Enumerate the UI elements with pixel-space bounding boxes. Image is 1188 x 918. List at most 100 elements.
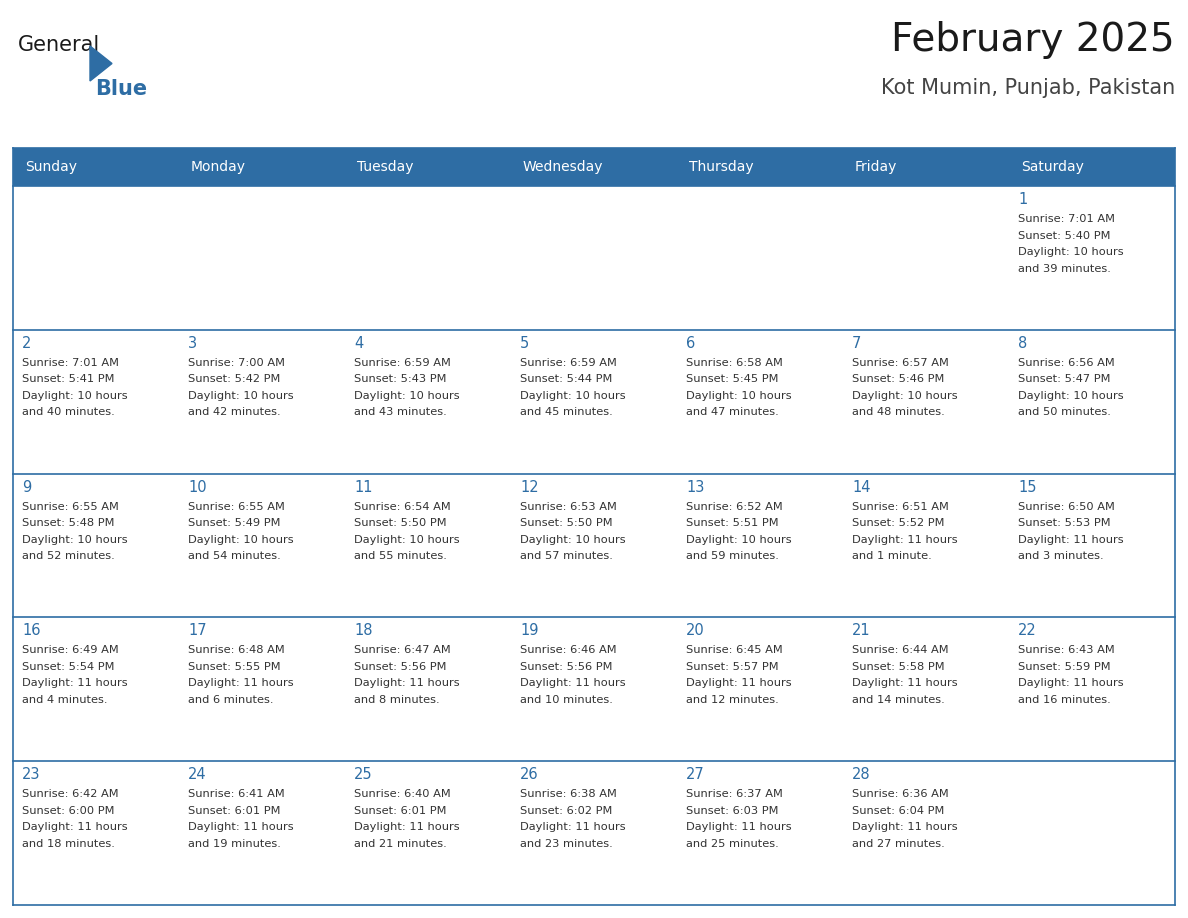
- Text: and 42 minutes.: and 42 minutes.: [188, 408, 280, 418]
- Text: 12: 12: [520, 479, 538, 495]
- Text: Sunset: 5:56 PM: Sunset: 5:56 PM: [354, 662, 447, 672]
- Text: and 21 minutes.: and 21 minutes.: [354, 839, 447, 849]
- Text: Daylight: 11 hours: Daylight: 11 hours: [685, 823, 791, 833]
- Bar: [677, 618, 843, 761]
- Text: Sunset: 5:53 PM: Sunset: 5:53 PM: [1018, 518, 1111, 528]
- Text: 15: 15: [1018, 479, 1036, 495]
- Text: Sunset: 5:59 PM: Sunset: 5:59 PM: [1018, 662, 1111, 672]
- Text: Sunset: 5:47 PM: Sunset: 5:47 PM: [1018, 375, 1111, 385]
- Text: 10: 10: [188, 479, 207, 495]
- Text: Sunrise: 6:58 AM: Sunrise: 6:58 AM: [685, 358, 783, 368]
- Bar: [179, 330, 345, 474]
- Text: Friday: Friday: [855, 160, 897, 174]
- Bar: [511, 761, 677, 905]
- Bar: [1009, 330, 1175, 474]
- Text: and 39 minutes.: and 39 minutes.: [1018, 263, 1111, 274]
- Bar: [1009, 618, 1175, 761]
- Bar: [13, 618, 179, 761]
- Text: Sunrise: 6:40 AM: Sunrise: 6:40 AM: [354, 789, 450, 800]
- Text: Sunset: 5:49 PM: Sunset: 5:49 PM: [188, 518, 280, 528]
- Text: and 23 minutes.: and 23 minutes.: [520, 839, 613, 849]
- Polygon shape: [90, 46, 112, 81]
- Text: Sunset: 6:02 PM: Sunset: 6:02 PM: [520, 806, 612, 816]
- Text: Sunset: 6:00 PM: Sunset: 6:00 PM: [23, 806, 114, 816]
- Text: Daylight: 10 hours: Daylight: 10 hours: [23, 534, 127, 544]
- Bar: [677, 186, 843, 330]
- Text: Sunrise: 6:56 AM: Sunrise: 6:56 AM: [1018, 358, 1114, 368]
- Text: February 2025: February 2025: [891, 21, 1175, 59]
- Bar: [13, 186, 179, 330]
- Bar: [13, 761, 179, 905]
- Text: Daylight: 11 hours: Daylight: 11 hours: [188, 678, 293, 688]
- Text: and 12 minutes.: and 12 minutes.: [685, 695, 779, 705]
- Text: Sunrise: 6:59 AM: Sunrise: 6:59 AM: [354, 358, 451, 368]
- Text: 9: 9: [23, 479, 31, 495]
- Bar: [13, 148, 1175, 186]
- Text: Sunrise: 6:36 AM: Sunrise: 6:36 AM: [852, 789, 949, 800]
- Text: Sunset: 5:45 PM: Sunset: 5:45 PM: [685, 375, 778, 385]
- Text: 27: 27: [685, 767, 704, 782]
- Bar: [179, 474, 345, 618]
- Text: Sunset: 5:42 PM: Sunset: 5:42 PM: [188, 375, 280, 385]
- Text: 18: 18: [354, 623, 373, 638]
- Bar: [1009, 761, 1175, 905]
- Text: Sunrise: 6:54 AM: Sunrise: 6:54 AM: [354, 501, 450, 511]
- Text: Daylight: 11 hours: Daylight: 11 hours: [23, 823, 127, 833]
- Text: 1: 1: [1018, 192, 1028, 207]
- Text: and 47 minutes.: and 47 minutes.: [685, 408, 779, 418]
- Text: Daylight: 11 hours: Daylight: 11 hours: [852, 534, 958, 544]
- Text: Sunrise: 6:57 AM: Sunrise: 6:57 AM: [852, 358, 949, 368]
- Bar: [345, 330, 511, 474]
- Text: Daylight: 10 hours: Daylight: 10 hours: [685, 391, 791, 401]
- Text: 14: 14: [852, 479, 871, 495]
- Text: Daylight: 11 hours: Daylight: 11 hours: [188, 823, 293, 833]
- Text: and 1 minute.: and 1 minute.: [852, 551, 931, 561]
- Bar: [345, 474, 511, 618]
- Text: Saturday: Saturday: [1020, 160, 1083, 174]
- Bar: [179, 761, 345, 905]
- Text: Sunrise: 7:01 AM: Sunrise: 7:01 AM: [1018, 214, 1116, 224]
- Text: and 25 minutes.: and 25 minutes.: [685, 839, 779, 849]
- Text: 28: 28: [852, 767, 871, 782]
- Text: Sunrise: 6:44 AM: Sunrise: 6:44 AM: [852, 645, 949, 655]
- Text: 4: 4: [354, 336, 364, 351]
- Text: 21: 21: [852, 623, 871, 638]
- Text: Daylight: 10 hours: Daylight: 10 hours: [23, 391, 127, 401]
- Text: Sunset: 5:50 PM: Sunset: 5:50 PM: [354, 518, 447, 528]
- Text: Daylight: 11 hours: Daylight: 11 hours: [520, 823, 626, 833]
- Text: Sunset: 5:57 PM: Sunset: 5:57 PM: [685, 662, 778, 672]
- Text: Sunset: 5:52 PM: Sunset: 5:52 PM: [852, 518, 944, 528]
- Text: Sunset: 5:55 PM: Sunset: 5:55 PM: [188, 662, 280, 672]
- Bar: [345, 618, 511, 761]
- Text: Sunrise: 6:48 AM: Sunrise: 6:48 AM: [188, 645, 285, 655]
- Text: General: General: [18, 35, 100, 55]
- Text: 23: 23: [23, 767, 40, 782]
- Text: Sunrise: 7:01 AM: Sunrise: 7:01 AM: [23, 358, 119, 368]
- Text: Daylight: 11 hours: Daylight: 11 hours: [685, 678, 791, 688]
- Bar: [1009, 474, 1175, 618]
- Text: Sunrise: 6:46 AM: Sunrise: 6:46 AM: [520, 645, 617, 655]
- Text: Sunset: 5:46 PM: Sunset: 5:46 PM: [852, 375, 944, 385]
- Text: Sunset: 5:48 PM: Sunset: 5:48 PM: [23, 518, 114, 528]
- Text: Sunrise: 7:00 AM: Sunrise: 7:00 AM: [188, 358, 285, 368]
- Bar: [677, 330, 843, 474]
- Text: Sunset: 6:04 PM: Sunset: 6:04 PM: [852, 806, 944, 816]
- Text: Kot Mumin, Punjab, Pakistan: Kot Mumin, Punjab, Pakistan: [880, 78, 1175, 98]
- Text: and 57 minutes.: and 57 minutes.: [520, 551, 613, 561]
- Text: 11: 11: [354, 479, 373, 495]
- Text: Daylight: 11 hours: Daylight: 11 hours: [354, 823, 460, 833]
- Text: Sunrise: 6:43 AM: Sunrise: 6:43 AM: [1018, 645, 1114, 655]
- Text: Daylight: 11 hours: Daylight: 11 hours: [852, 823, 958, 833]
- Text: and 43 minutes.: and 43 minutes.: [354, 408, 447, 418]
- Text: Daylight: 10 hours: Daylight: 10 hours: [852, 391, 958, 401]
- Text: 6: 6: [685, 336, 695, 351]
- Text: Sunrise: 6:52 AM: Sunrise: 6:52 AM: [685, 501, 783, 511]
- Bar: [179, 186, 345, 330]
- Text: and 19 minutes.: and 19 minutes.: [188, 839, 280, 849]
- Text: Sunrise: 6:55 AM: Sunrise: 6:55 AM: [188, 501, 285, 511]
- Text: 3: 3: [188, 336, 197, 351]
- Bar: [179, 618, 345, 761]
- Bar: [345, 186, 511, 330]
- Text: and 55 minutes.: and 55 minutes.: [354, 551, 447, 561]
- Text: Sunrise: 6:47 AM: Sunrise: 6:47 AM: [354, 645, 450, 655]
